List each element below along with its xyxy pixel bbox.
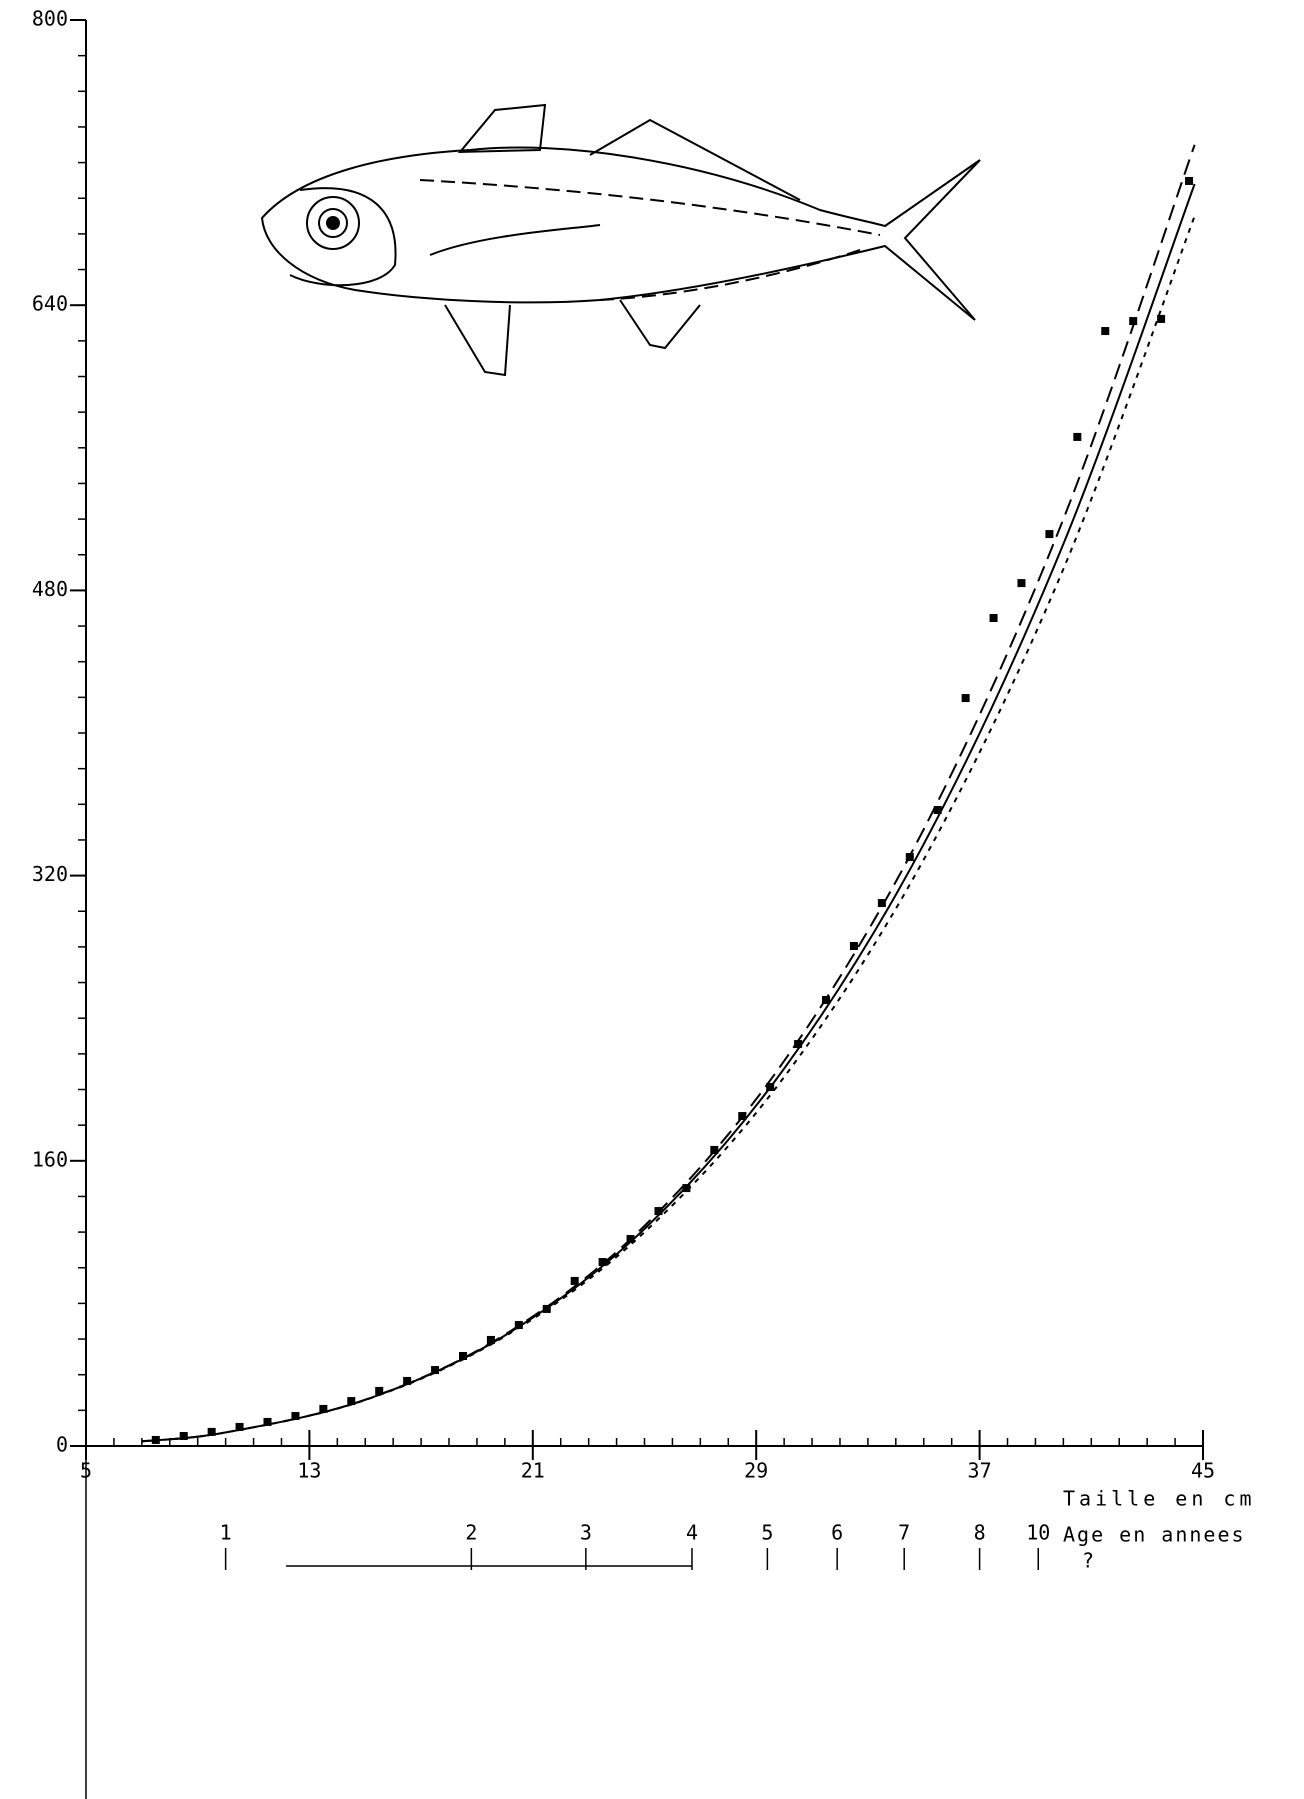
y-tick-label: 0 — [56, 1433, 68, 1457]
data-point — [1045, 530, 1054, 539]
x-tick-label: 29 — [744, 1459, 768, 1483]
x-axis-label: Taille en cm — [1063, 1487, 1256, 1511]
data-point — [542, 1304, 551, 1313]
data-point — [486, 1335, 495, 1344]
age-axis-label: Age en annees — [1063, 1523, 1246, 1547]
data-point — [263, 1417, 272, 1426]
data-point — [1129, 317, 1138, 326]
data-point — [207, 1427, 216, 1436]
data-point — [877, 899, 886, 908]
data-point — [905, 853, 914, 862]
data-point — [738, 1112, 747, 1121]
x-tick-label: 5 — [80, 1459, 92, 1483]
data-point — [514, 1320, 523, 1329]
age-tick-label: 4 — [686, 1521, 698, 1545]
data-point — [654, 1207, 663, 1216]
data-point — [682, 1184, 691, 1193]
data-point — [319, 1404, 328, 1413]
age-tick-label: 1 — [220, 1521, 232, 1545]
data-point — [710, 1145, 719, 1154]
data-point — [235, 1422, 244, 1431]
y-tick-label: 800 — [32, 7, 68, 31]
x-tick-label: 21 — [521, 1459, 545, 1483]
fit-curve — [141, 144, 1196, 1443]
data-point — [403, 1376, 412, 1385]
y-tick-label: 320 — [32, 862, 68, 886]
y-tick-label: 640 — [32, 292, 68, 316]
y-tick-label: 160 — [32, 1147, 68, 1171]
data-point — [179, 1432, 188, 1441]
age-tick-label: 7 — [898, 1521, 910, 1545]
age-tick-label: 3 — [580, 1521, 592, 1545]
age-tick-label: 2 — [465, 1521, 477, 1545]
data-point — [1073, 432, 1082, 441]
fit-curve — [141, 183, 1196, 1443]
data-point — [933, 806, 942, 815]
data-point — [1101, 327, 1110, 336]
data-point — [626, 1235, 635, 1244]
y-tick-label: 480 — [32, 577, 68, 601]
data-point — [961, 694, 970, 703]
x-tick-label: 13 — [297, 1459, 321, 1483]
fish-illustration — [260, 103, 981, 377]
x-tick-label: 37 — [968, 1459, 992, 1483]
data-point — [1017, 579, 1026, 588]
age-unknown-label: ? — [1082, 1549, 1094, 1573]
data-point — [766, 1083, 775, 1092]
data-point — [291, 1412, 300, 1421]
data-point — [431, 1366, 440, 1375]
data-point — [989, 614, 998, 623]
data-point — [151, 1435, 160, 1444]
data-point — [598, 1258, 607, 1267]
data-point — [570, 1276, 579, 1285]
data-point — [822, 996, 831, 1005]
data-point — [1157, 314, 1166, 323]
fit-curve — [141, 215, 1196, 1443]
age-tick-label: 6 — [831, 1521, 843, 1545]
data-point — [458, 1351, 467, 1360]
data-point — [1185, 176, 1194, 185]
data-point — [347, 1397, 356, 1406]
age-tick-label: 8 — [974, 1521, 986, 1545]
data-point — [849, 942, 858, 951]
x-tick-label: 45 — [1191, 1459, 1215, 1483]
data-point — [375, 1386, 384, 1395]
age-tick-label: 5 — [761, 1521, 773, 1545]
age-tick-label: 10 — [1026, 1521, 1050, 1545]
data-point — [794, 1040, 803, 1049]
